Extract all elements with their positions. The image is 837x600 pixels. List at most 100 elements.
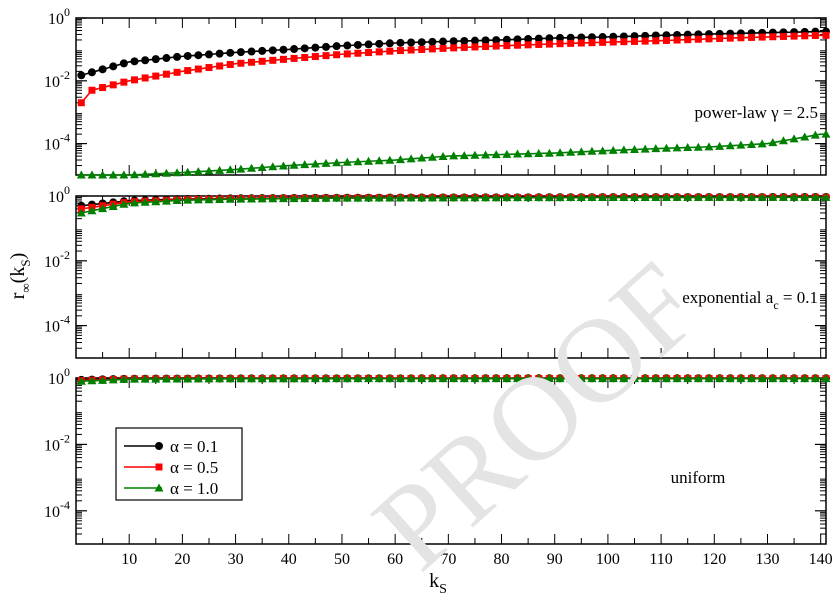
data-point [567, 39, 575, 47]
data-point [225, 165, 235, 174]
data-point [76, 376, 86, 385]
data-point [258, 46, 267, 55]
data-point [364, 193, 374, 202]
data-point [119, 59, 128, 68]
x-tick-label: 120 [702, 551, 726, 568]
x-tick-label: 140 [809, 551, 833, 568]
data-point [652, 37, 660, 45]
data-point [534, 148, 544, 157]
data-point [470, 36, 479, 45]
data-point [193, 374, 203, 383]
data-point [598, 374, 608, 383]
panel-frame [75, 17, 827, 176]
data-point [757, 139, 767, 148]
data-point [672, 192, 682, 201]
data-point [247, 163, 257, 172]
data-point [449, 37, 458, 46]
data-point [333, 51, 341, 59]
data-point [778, 192, 788, 201]
data-point [651, 374, 661, 383]
data-point [747, 374, 757, 383]
data-point [183, 167, 193, 176]
data-point [151, 197, 161, 206]
data-point [279, 45, 288, 54]
data-point [640, 192, 650, 201]
y-axis-label: r∞(kS) [7, 253, 33, 300]
y-tick-label: 10-2 [44, 68, 70, 91]
data-point [757, 374, 767, 383]
data-point [459, 374, 469, 383]
data-point [608, 145, 618, 154]
data-point [449, 374, 459, 383]
legend-marker [155, 442, 163, 450]
data-point [257, 194, 267, 203]
data-point [194, 65, 202, 73]
data-point [821, 192, 831, 201]
data-point [76, 208, 86, 217]
data-point [556, 40, 564, 48]
x-tick-label: 80 [494, 551, 510, 568]
data-point [353, 193, 363, 202]
data-point [87, 206, 97, 215]
data-point [747, 192, 757, 201]
data-point [694, 35, 702, 43]
x-tick-label: 30 [228, 551, 244, 568]
data-point [789, 192, 799, 201]
data-point [757, 192, 767, 201]
data-point [300, 160, 310, 169]
data-point [76, 170, 86, 179]
data-point [257, 163, 267, 172]
data-point [619, 145, 629, 154]
data-point [523, 149, 533, 158]
data-point [289, 194, 299, 203]
legend-marker [154, 483, 164, 492]
data-point [140, 374, 150, 383]
data-point [130, 57, 139, 66]
data-point [321, 374, 331, 383]
data-point [545, 34, 554, 43]
data-point [162, 70, 170, 78]
series-triangle [76, 192, 831, 217]
data-point [801, 32, 809, 40]
x-tick-label: 40 [281, 551, 297, 568]
data-point [269, 56, 277, 64]
data-point [641, 37, 649, 45]
data-point [821, 374, 831, 383]
data-point [98, 204, 108, 213]
data-point [704, 374, 714, 383]
data-point [183, 195, 193, 204]
data-point [374, 374, 384, 383]
data-point [87, 170, 97, 179]
y-tick-label: 100 [48, 183, 70, 206]
data-point [375, 39, 384, 48]
data-point [119, 374, 129, 383]
data-point [630, 192, 640, 201]
data-point [566, 374, 576, 383]
data-point [204, 374, 214, 383]
data-point [131, 76, 139, 84]
data-point [534, 193, 544, 202]
data-point [460, 36, 469, 45]
data-point [161, 196, 171, 205]
data-point [491, 374, 501, 383]
data-point [321, 158, 331, 167]
data-point [470, 193, 480, 202]
data-point [310, 193, 320, 202]
data-point [364, 374, 374, 383]
data-point [524, 34, 533, 43]
data-point [651, 192, 661, 201]
data-point [661, 143, 671, 152]
data-point [109, 81, 117, 89]
data-point [141, 56, 150, 65]
data-point [343, 50, 351, 58]
data-point [768, 192, 778, 201]
data-point [768, 374, 778, 383]
x-tick-label: 110 [649, 551, 672, 568]
data-point [278, 194, 288, 203]
data-point [502, 149, 512, 158]
data-point [151, 55, 160, 64]
legend: α = 0.1 α = 0.5 α = 1.0 [115, 427, 243, 501]
data-point [482, 43, 490, 51]
data-point [725, 141, 735, 150]
